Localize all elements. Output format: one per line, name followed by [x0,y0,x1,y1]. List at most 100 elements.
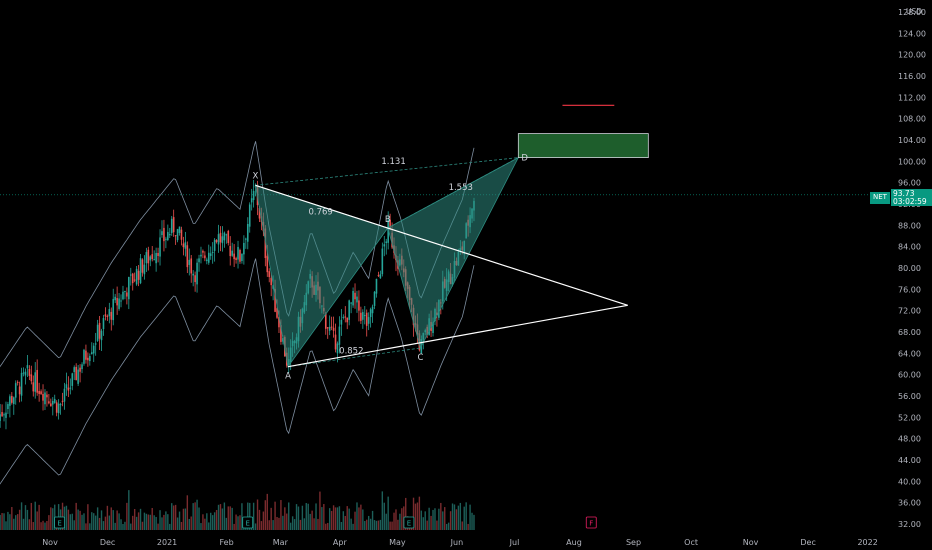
volume-bar [116,510,118,530]
candle-body [235,258,237,261]
volume-bar [239,515,241,530]
event-marker-box[interactable] [403,516,415,529]
volume-bar [381,491,384,530]
volume-bar [369,518,372,530]
volume-bar [469,504,471,530]
volume-bar [110,507,112,530]
candle-body [44,392,46,405]
price-tick-label: 120.00 [898,51,926,60]
price-tick-label: 52.00 [898,413,921,422]
volume-bar [342,511,345,530]
volume-bar [354,511,356,530]
price-tick-label: 84.00 [898,243,921,252]
volume-bar [34,501,36,530]
candle-body [258,207,261,219]
candle-body [100,330,103,341]
candle-body [389,219,391,230]
volume-bar [132,515,134,530]
price-axis[interactable]: 128.00 124.00 120.00 116.00 112.00 108.00 104.… [898,8,926,529]
time-tick-label: Sep [626,538,641,547]
volume-bar [241,503,243,530]
volume-bar [65,505,68,530]
volume-bar [161,517,163,530]
candle-body [34,372,37,392]
candle-body [381,248,384,275]
last-price-value: 93.73 [893,189,915,198]
pattern-bcd-triangle[interactable] [387,156,520,350]
candle-body [135,268,138,285]
candle-body [0,414,1,421]
volume-bar [325,523,327,530]
pattern-point-c: C [417,353,423,363]
volume-bar [266,493,268,530]
volume-bar [16,514,19,530]
candle-body [69,387,72,389]
volume-bars [0,490,475,530]
candle-body [328,326,331,331]
time-tick-label: Aug [566,538,582,547]
volume-bar [447,522,450,530]
triangle-upper-line[interactable] [255,184,628,306]
triangle-lower-line[interactable] [287,304,628,368]
volume-bar [367,515,370,530]
time-axis[interactable]: Nov Dec 2021 Feb Mar Apr May Jun Jul Aug Sep Oct Nov… [42,538,878,547]
event-marker-box[interactable] [242,516,254,529]
volume-bar [225,517,228,530]
candle-body [94,343,97,345]
candle-body [336,343,339,354]
volume-bar [122,523,124,530]
candle-body [110,311,113,320]
volume-bar [42,520,44,530]
event-marker-box[interactable] [585,516,597,529]
volume-bar [81,514,83,530]
volume-bar [7,511,9,530]
target-zone[interactable] [517,133,649,159]
candle-body [55,402,58,413]
candle-body [137,270,140,280]
volume-bar [67,509,70,530]
pattern-ratio-label: 1.553 [449,183,473,193]
time-tick-label: 2021 [157,538,177,547]
volume-bar [254,523,257,530]
candle-body [371,306,374,314]
volume-bar [190,516,192,530]
volume-bar [237,516,239,530]
candle-body [250,198,253,203]
candle-body [5,412,7,418]
time-tick-label: Apr [333,538,348,547]
price-tick-label: 72.00 [898,307,921,316]
volume-bar [449,511,452,530]
candle-body [360,312,362,321]
volume-bar [208,522,210,530]
time-tick-label: Nov [42,538,58,547]
volume-bar [276,517,278,530]
price-tick-label: 56.00 [898,392,921,401]
volume-bar [102,521,105,530]
candle-body [90,352,93,355]
candle-body [266,255,269,273]
candle-body [227,230,230,243]
candle-body [362,312,364,320]
volume-bar [313,518,315,530]
volume-bar [268,520,270,530]
candle-body [124,290,126,293]
volume-bar [48,515,50,530]
event-marker-box[interactable] [54,516,65,529]
volume-bar [414,503,417,530]
candle-body [7,404,9,410]
volume-bar [455,509,458,530]
candle-body [108,309,111,317]
harmonic-pattern[interactable]: X A B C D 0.769 0.852 1.131 1.553 [252,104,649,382]
candle-body [342,316,345,318]
volume-bar [420,510,423,530]
candle-body [188,259,191,265]
candle-body [129,274,132,276]
volume-bar [118,513,120,530]
volume-bar [61,502,64,530]
volume-bar [451,503,454,530]
volume-bar [317,518,319,530]
volume-bar [430,515,432,530]
volume-bar [432,509,434,530]
